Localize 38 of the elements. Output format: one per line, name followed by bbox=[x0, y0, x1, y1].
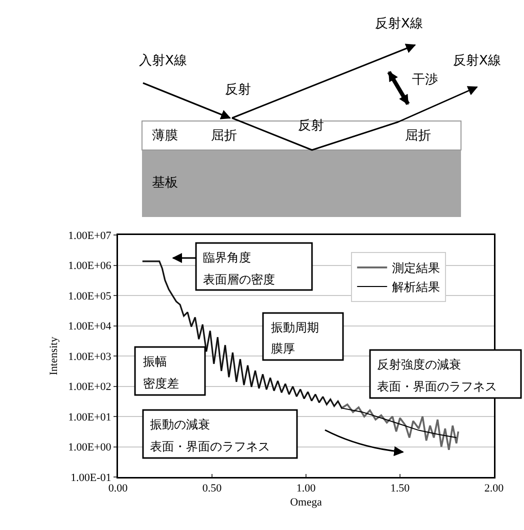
x-tick-label: 0.00 bbox=[108, 482, 128, 495]
x-tick-label: 1.00 bbox=[296, 482, 316, 495]
y-tick-label: 1.00E+02 bbox=[68, 381, 112, 394]
y-tick-label: 1.00E+04 bbox=[68, 320, 112, 333]
y-tick-label: 1.00E+00 bbox=[68, 442, 112, 454]
text: 反射X線 bbox=[453, 54, 501, 69]
annotation: 振幅 bbox=[143, 354, 167, 368]
text: 薄膜 bbox=[152, 128, 178, 144]
annotation: 臨界角度 bbox=[203, 250, 251, 264]
y-tick-label: 1.00E+03 bbox=[68, 350, 112, 363]
annotation: 表面・界面のラフネス bbox=[150, 439, 270, 454]
x-tick-label: 1.50 bbox=[390, 482, 410, 495]
x-axis-title: Omega bbox=[290, 496, 322, 509]
y-axis-title: Intensity bbox=[48, 336, 60, 376]
y-tick-label: 1.00E+07 bbox=[68, 230, 112, 242]
annotation: 表面層の密度 bbox=[203, 272, 275, 286]
text: 屈折 bbox=[211, 128, 237, 144]
annotation: 振動の減衰 bbox=[150, 417, 210, 432]
text: 入射X線 bbox=[139, 54, 187, 69]
annotation: 反射強度の減衰 bbox=[377, 357, 461, 372]
legend-label: 解析結果 bbox=[392, 280, 440, 294]
text: 基板 bbox=[152, 176, 178, 191]
legend-label: 測定結果 bbox=[392, 261, 440, 276]
x-tick-label: 0.50 bbox=[202, 482, 222, 495]
y-tick-label: 1.00E+06 bbox=[68, 260, 112, 272]
y-tick-label: 1.00E+05 bbox=[68, 290, 112, 302]
annotation: 膜厚 bbox=[271, 341, 295, 356]
annotation: 表面・界面のラフネス bbox=[377, 379, 497, 394]
text: 反射 bbox=[225, 82, 251, 98]
y-tick-label: 1.00E-01 bbox=[70, 472, 112, 484]
annotation: 振動周期 bbox=[271, 320, 319, 334]
text: 反射 bbox=[298, 118, 324, 134]
text: 反射X線 bbox=[375, 16, 423, 32]
y-tick-label: 1.00E+01 bbox=[68, 411, 112, 424]
text: 屈折 bbox=[405, 128, 431, 144]
text: 干渉 bbox=[412, 72, 438, 88]
x-tick-label: 2.00 bbox=[484, 482, 504, 495]
annotation: 密度差 bbox=[143, 376, 179, 390]
